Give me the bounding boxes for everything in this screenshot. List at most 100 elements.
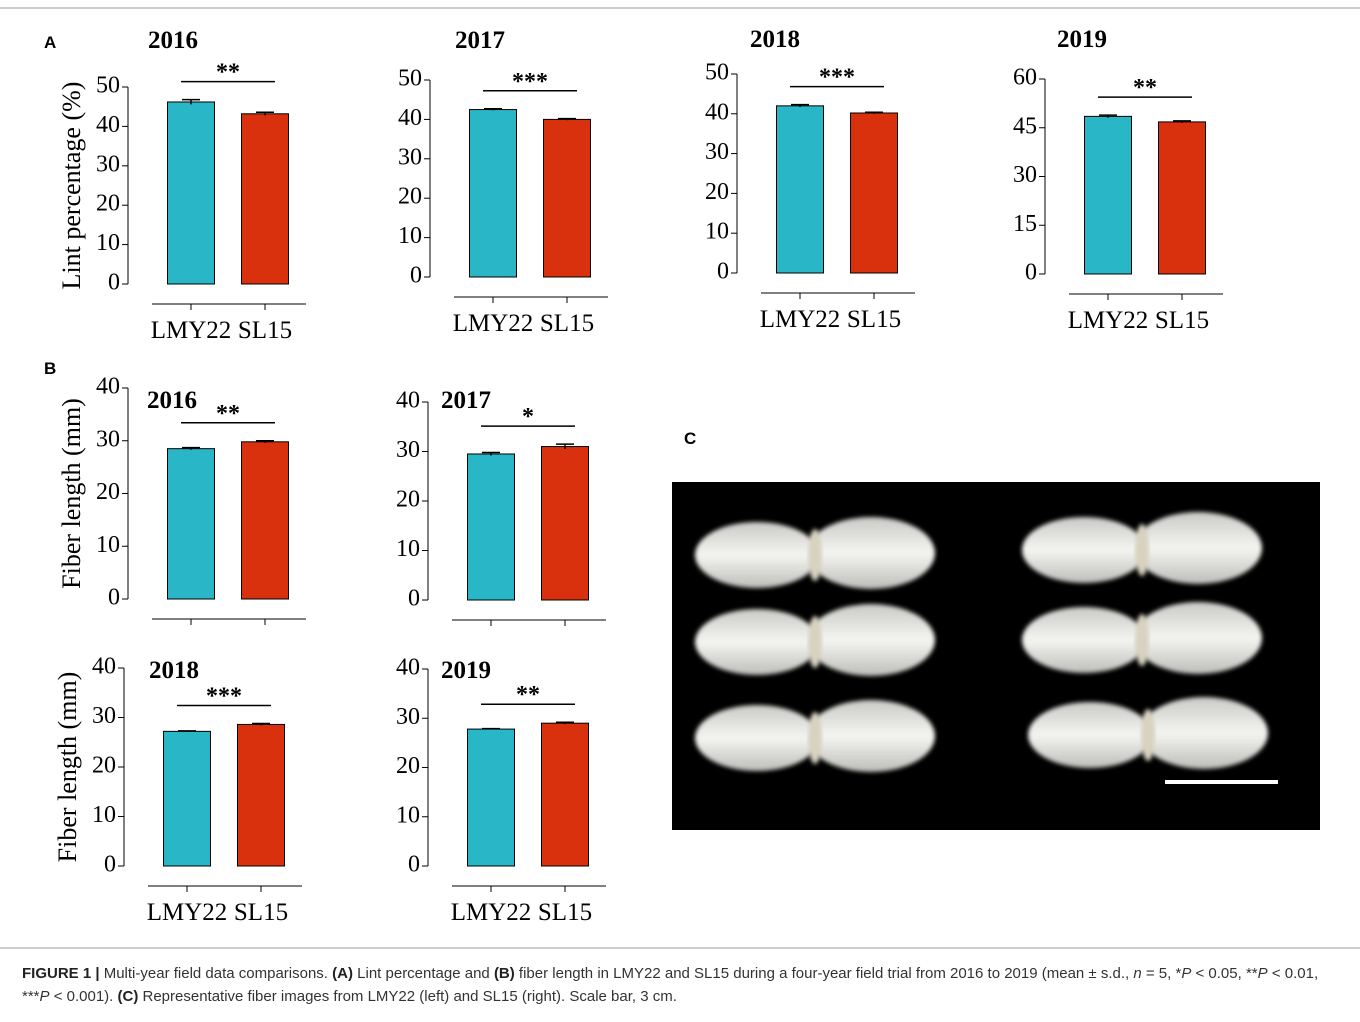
y-tick-label: 15 (1013, 211, 1037, 237)
caption-text: P (1181, 965, 1191, 982)
y-tick-label: 40 (705, 99, 729, 125)
caption: FIGURE 1 | Multi-year field data compari… (22, 962, 1332, 1008)
cotton-bundle (1022, 607, 1146, 673)
y-tick-label: 40 (96, 374, 120, 400)
y-tick-label: 0 (104, 852, 116, 878)
bar (238, 724, 285, 866)
cotton-bundle (1134, 512, 1262, 584)
cotton-bundle (1134, 602, 1262, 674)
y-tick-label: 30 (96, 426, 120, 452)
caption-text: Multi-year field data comparisons. (100, 965, 333, 982)
cotton-bundle (807, 604, 935, 676)
y-axis-label: Fiber length (mm) (53, 672, 82, 863)
figure-page: A B C 2016Lint percentage (%)01020304050… (0, 0, 1360, 1022)
cotton-knot (808, 712, 822, 764)
y-tick-label: 0 (108, 585, 120, 611)
y-tick-label: 60 (1013, 65, 1037, 91)
significance-label: *** (206, 683, 242, 709)
cotton-knot (808, 529, 822, 581)
y-tick-label: 50 (398, 66, 422, 92)
y-tick-label: 20 (398, 184, 422, 210)
y-tick-label: 20 (396, 753, 420, 779)
y-tick-label: 20 (96, 479, 120, 505)
cotton-bundle (695, 609, 819, 675)
y-tick-label: 20 (705, 179, 729, 205)
significance-label: ** (516, 682, 540, 708)
y-tick-label: 45 (1013, 113, 1037, 139)
caption-text: (A) (332, 965, 353, 982)
y-tick-label: 10 (398, 223, 422, 249)
bar (1085, 116, 1132, 274)
chart-title: 2018 (149, 657, 199, 684)
y-tick-label: 40 (92, 654, 116, 680)
cotton-bundle (807, 700, 935, 772)
caption-text: FIGURE 1 | (22, 965, 100, 982)
y-tick-label: 10 (96, 230, 120, 256)
y-tick-label: 30 (398, 144, 422, 170)
caption-text: < 0.001). (50, 988, 118, 1005)
bar (242, 442, 289, 599)
y-tick-label: 10 (396, 536, 420, 562)
caption-text: (B) (494, 965, 515, 982)
cotton-knot (1141, 709, 1155, 761)
x-tick-label: LMY22 (760, 306, 841, 333)
bar (542, 723, 589, 866)
bar (168, 449, 215, 599)
x-tick-label: LMY22 (451, 899, 532, 926)
caption-text: P (1258, 965, 1268, 982)
fiber-photo (672, 482, 1320, 830)
chart-title: 2016 (147, 387, 197, 414)
y-axis-label: Fiber length (mm) (57, 398, 86, 589)
cotton-bundle (1028, 702, 1152, 768)
y-tick-label: 0 (408, 852, 420, 878)
bar (468, 454, 515, 600)
y-tick-label: 30 (96, 151, 120, 177)
x-tick-label: SL15 (238, 317, 292, 344)
y-tick-label: 50 (705, 60, 729, 86)
y-tick-label: 30 (396, 704, 420, 730)
bar (470, 110, 517, 277)
x-tick-label: LMY22 (1068, 307, 1149, 334)
y-tick-label: 20 (396, 487, 420, 513)
y-tick-label: 10 (396, 802, 420, 828)
x-tick-label: LMY22 (147, 899, 228, 926)
chart-title: 2017 (455, 27, 505, 54)
caption-text: n (1133, 965, 1141, 982)
y-tick-label: 20 (92, 753, 116, 779)
chart-title: 2019 (1057, 26, 1107, 53)
y-tick-label: 0 (1025, 260, 1037, 286)
y-tick-label: 10 (92, 802, 116, 828)
chart-title: 2016 (148, 27, 198, 54)
caption-text: fiber length in LMY22 and SL15 during a … (515, 965, 1134, 982)
cotton-bundle (1140, 697, 1268, 769)
bar (242, 114, 289, 284)
x-tick-label: SL15 (847, 306, 901, 333)
cotton-bundle (695, 705, 819, 771)
x-tick-label: SL15 (538, 899, 592, 926)
chart-title: 2018 (750, 26, 800, 53)
y-tick-label: 0 (717, 259, 729, 285)
significance-label: ** (1133, 75, 1157, 101)
cotton-bundle (1022, 517, 1146, 583)
y-tick-label: 30 (396, 437, 420, 463)
significance-label: *** (512, 69, 548, 95)
y-tick-label: 30 (705, 139, 729, 165)
caption-text: Lint percentage and (353, 965, 494, 982)
chart-title: 2019 (441, 657, 491, 684)
bar (777, 106, 824, 273)
bar (851, 113, 898, 273)
y-tick-label: 50 (96, 73, 120, 99)
caption-text: = 5, * (1142, 965, 1182, 982)
panel-label: C (684, 429, 696, 448)
y-tick-label: 0 (410, 263, 422, 289)
x-tick-label: SL15 (1155, 307, 1209, 334)
panel-label: A (44, 33, 56, 52)
y-tick-label: 40 (396, 655, 420, 681)
bar (168, 102, 215, 284)
cotton-bundle (807, 517, 935, 589)
significance-label: ** (216, 401, 240, 427)
cotton-bundle (695, 522, 819, 588)
x-tick-label: SL15 (540, 310, 594, 337)
bar (1159, 122, 1206, 274)
